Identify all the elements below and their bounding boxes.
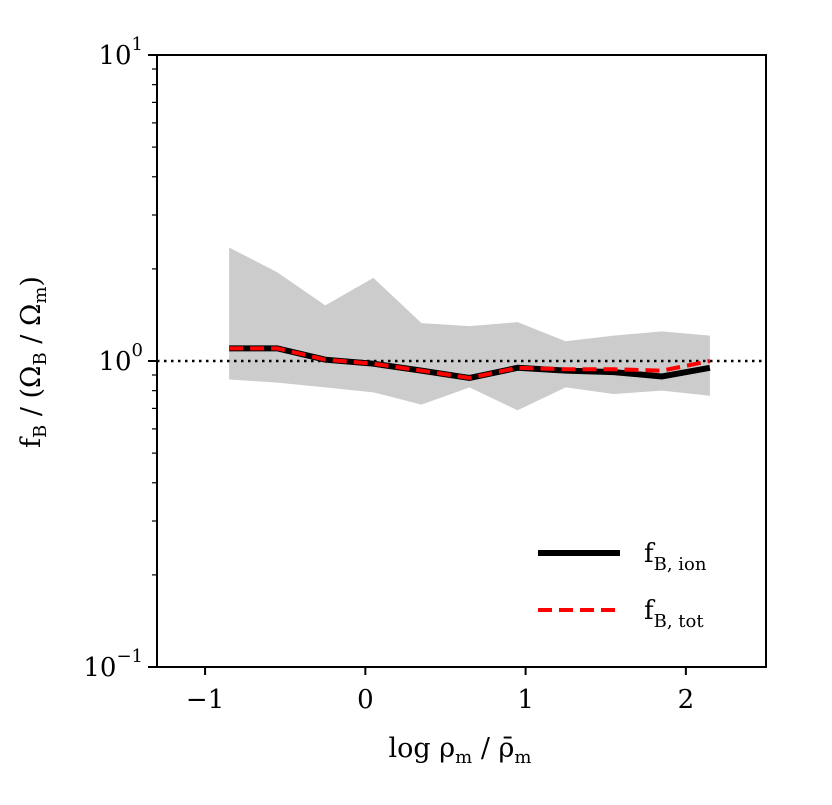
series-line-tot bbox=[229, 346, 711, 381]
series-layer bbox=[229, 345, 711, 382]
legend-label-tot: fB, tot bbox=[644, 596, 704, 632]
y-axis-label: fB / (ΩB / Ωm) bbox=[16, 276, 51, 448]
y-axis-ticks: 101 100 10−1 bbox=[83, 34, 157, 683]
legend-label-ion: fB, ion bbox=[644, 539, 707, 575]
y-tick-label: 100 bbox=[98, 340, 143, 377]
x-axis-ticks: −1 0 1 2 bbox=[186, 667, 694, 715]
x-tick-label: 1 bbox=[517, 685, 534, 715]
x-axis-label: log ρm / ρ̄m bbox=[389, 733, 532, 768]
x-tick-label: 2 bbox=[678, 685, 695, 715]
y-tick-label: 101 bbox=[98, 34, 143, 71]
y-tick-label: 10−1 bbox=[83, 646, 143, 683]
x-tick-label: −1 bbox=[186, 685, 224, 715]
legend: fB, ion fB, tot bbox=[538, 539, 707, 632]
x-tick-label: 0 bbox=[357, 685, 374, 715]
